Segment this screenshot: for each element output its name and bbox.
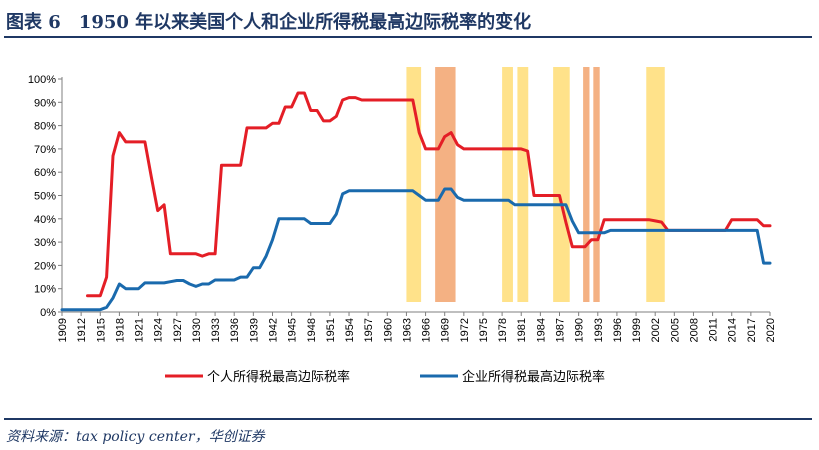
x-tick-label: 2020 bbox=[765, 318, 777, 342]
x-tick-label: 1987 bbox=[555, 318, 567, 342]
x-tick-label: 1978 bbox=[497, 318, 509, 342]
footer-divider bbox=[4, 418, 812, 420]
shaded-period-5 bbox=[583, 67, 590, 302]
x-tick-label: 2008 bbox=[688, 318, 700, 342]
x-tick-label: 1984 bbox=[535, 318, 547, 342]
x-tick-label: 1960 bbox=[382, 318, 394, 342]
x-tick-label: 1969 bbox=[440, 318, 452, 342]
chart-title: 图表 6 1950 年以来美国个人和企业所得税最高边际税率的变化 bbox=[6, 12, 532, 33]
x-tick-label: 1921 bbox=[134, 318, 146, 342]
y-tick-label: 60% bbox=[34, 167, 56, 179]
shaded-period-3 bbox=[517, 67, 529, 302]
y-tick-label: 10% bbox=[34, 284, 56, 296]
legend-label-0: 个人所得税最高边际税率 bbox=[207, 369, 350, 385]
x-tick-label: 2017 bbox=[746, 318, 758, 342]
x-tick-label: 1957 bbox=[363, 318, 375, 342]
shaded-period-7 bbox=[646, 67, 665, 302]
x-tick-label: 2005 bbox=[669, 318, 681, 342]
legend: 个人所得税最高边际税率 企业所得税最高边际税率 bbox=[165, 369, 605, 385]
x-tick-label: 1912 bbox=[76, 318, 88, 342]
source-note: 资料来源：tax policy center，华创证券 bbox=[6, 429, 265, 445]
x-tick-label: 1972 bbox=[459, 318, 471, 342]
x-tick-label: 1927 bbox=[172, 318, 184, 342]
legend-label-1: 企业所得税最高边际税率 bbox=[462, 369, 605, 385]
y-tick-label: 90% bbox=[34, 97, 56, 109]
series-line-individual bbox=[86, 91, 772, 298]
x-tick-label: 1942 bbox=[267, 318, 279, 342]
shaded-period-6 bbox=[593, 67, 600, 302]
shaded-period-2 bbox=[502, 67, 513, 302]
x-tick-label: 1954 bbox=[344, 318, 356, 342]
x-tick-label: 1963 bbox=[401, 318, 413, 342]
x-tick-label: 1909 bbox=[57, 318, 69, 342]
x-tick-label: 1915 bbox=[95, 318, 107, 342]
x-tick-label: 1939 bbox=[248, 318, 260, 342]
y-tick-label: 70% bbox=[34, 144, 56, 156]
x-tick-label: 1996 bbox=[612, 318, 624, 342]
y-tick-label: 0% bbox=[40, 307, 56, 319]
shaded-period-4 bbox=[553, 67, 570, 302]
y-tick-label: 40% bbox=[34, 214, 56, 226]
x-tick-label: 1924 bbox=[153, 318, 165, 342]
x-tick-label: 1936 bbox=[229, 318, 241, 342]
axes: 0% 10% 20% 30% 40% 50% 60% 70% 80% 90% 100% 1909 191… bbox=[28, 74, 777, 342]
y-tick-label: 50% bbox=[34, 191, 56, 203]
y-tick-label: 30% bbox=[34, 237, 56, 249]
x-tick-label: 1993 bbox=[593, 318, 605, 342]
x-tick-label: 1981 bbox=[516, 318, 528, 342]
x-tick-label: 1951 bbox=[325, 318, 337, 342]
x-tick-label: 1975 bbox=[478, 318, 490, 342]
x-tick-label: 1918 bbox=[114, 318, 126, 342]
x-tick-label: 2011 bbox=[708, 318, 720, 342]
x-tick-label: 1966 bbox=[421, 318, 433, 342]
y-tick-label: 80% bbox=[34, 121, 56, 133]
y-tick-label: 20% bbox=[34, 260, 56, 272]
x-tick-label: 1930 bbox=[191, 318, 203, 342]
x-tick-label: 2014 bbox=[727, 318, 739, 342]
x-tick-label: 1945 bbox=[287, 318, 299, 342]
x-tick-label: 1948 bbox=[306, 318, 318, 342]
y-tick-label: 100% bbox=[28, 74, 56, 86]
tax-rate-chart: 0% 10% 20% 30% 40% 50% 60% 70% 80% 90% 100% 1909 191… bbox=[28, 67, 777, 385]
x-tick-label: 1999 bbox=[631, 318, 643, 342]
x-tick-label: 1933 bbox=[210, 318, 222, 342]
series-lines bbox=[60, 91, 772, 312]
recession-shading bbox=[406, 67, 665, 302]
shaded-period-1 bbox=[435, 67, 456, 302]
series-line-corporate bbox=[60, 187, 772, 312]
x-tick-label: 2002 bbox=[650, 318, 662, 342]
x-tick-label: 1990 bbox=[574, 318, 586, 342]
title-divider bbox=[4, 36, 812, 38]
